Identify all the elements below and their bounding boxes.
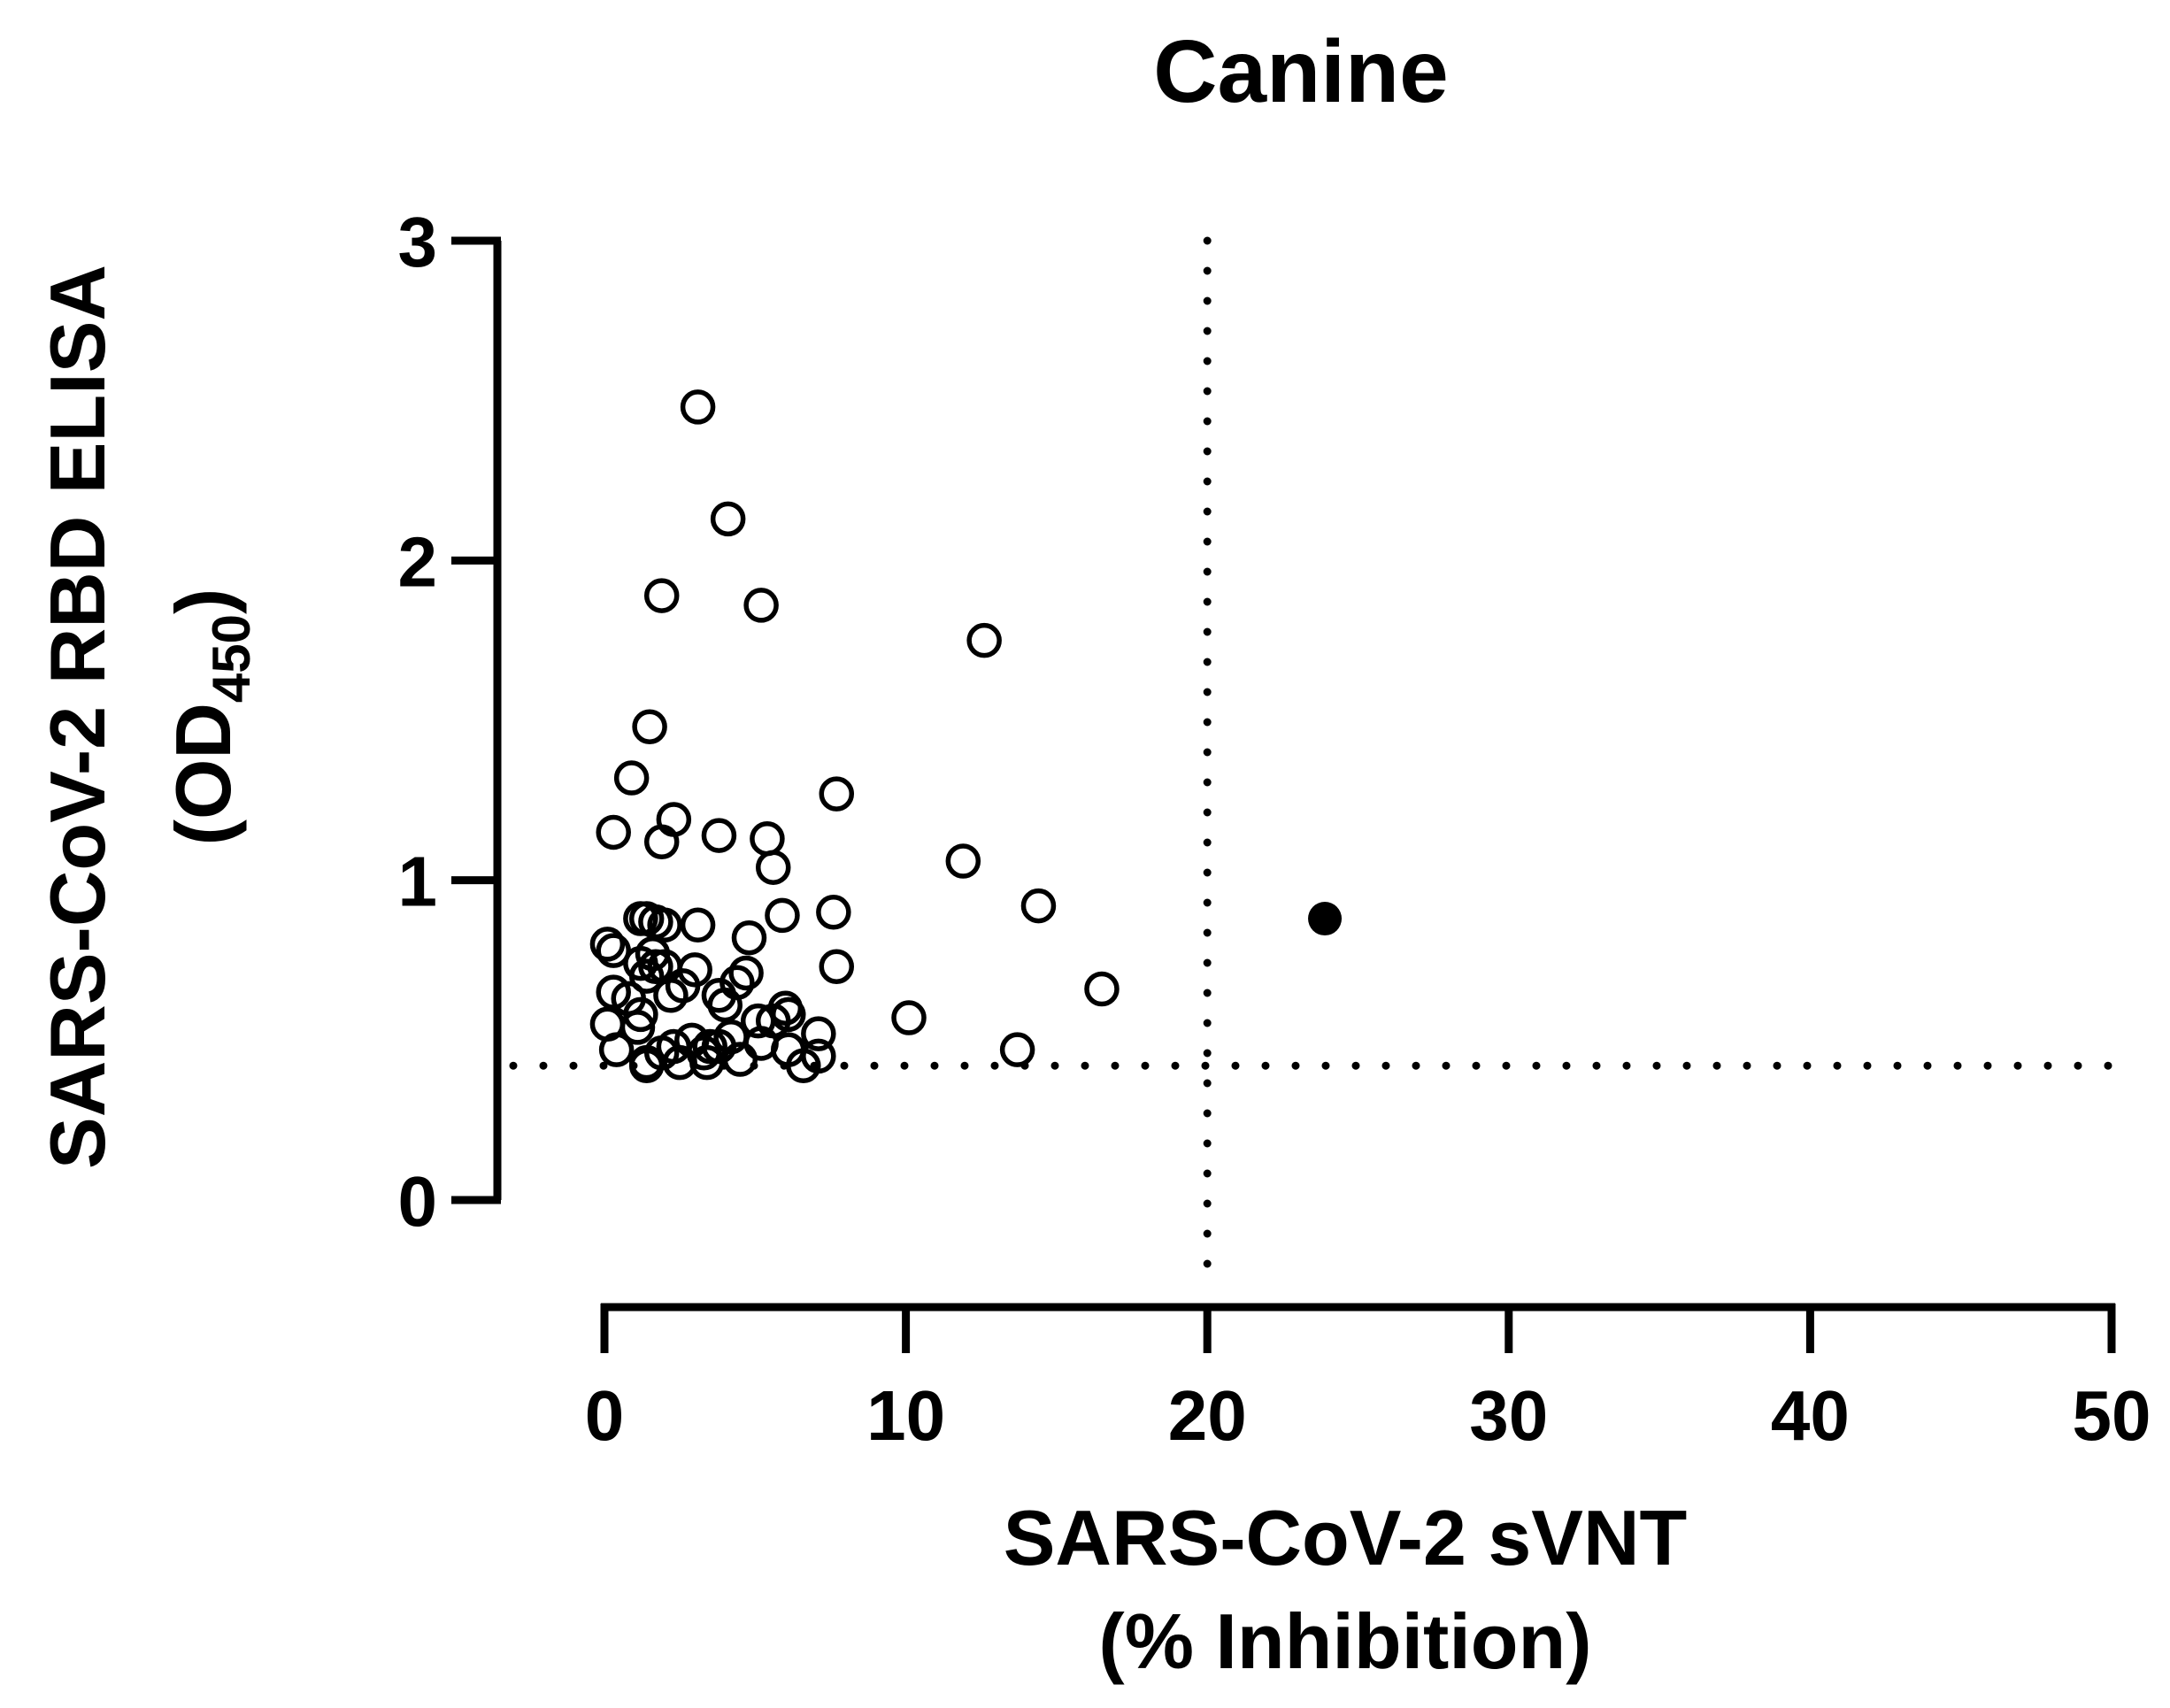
data-point-open [653, 977, 689, 1013]
data-point-open [945, 843, 981, 879]
data-point-open [755, 850, 791, 885]
x-tick-label: 0 [585, 1376, 625, 1455]
data-point-open [680, 389, 716, 425]
data-point-open [731, 919, 767, 956]
data-point-open [966, 622, 1002, 658]
data-point-open [1084, 971, 1120, 1007]
y-tick-label: 2 [398, 522, 438, 601]
y-tick-label: 3 [398, 203, 438, 281]
data-point-open [619, 1010, 656, 1045]
data-point-open [680, 907, 716, 943]
cutoff-lines [509, 236, 2124, 1295]
data-point-open [628, 1048, 665, 1083]
data-point-open [589, 927, 626, 962]
data-point-open [647, 907, 682, 943]
data-point-open [596, 814, 631, 850]
data-points [589, 389, 1343, 1083]
data-point-open [786, 1048, 821, 1083]
data-point-open [728, 955, 764, 991]
x-tick-label: 10 [866, 1376, 945, 1455]
data-point-open [750, 820, 785, 857]
x-axis-title-line2: (% Inhibition) [1098, 1597, 1591, 1685]
data-point-open [598, 1032, 635, 1067]
data-point-open [816, 895, 851, 930]
chart-title: Canine [1153, 22, 1448, 121]
data-point-open [743, 588, 779, 623]
data-point-open [638, 949, 673, 984]
y-tick-label: 1 [398, 842, 438, 921]
data-point-open [819, 776, 855, 812]
data-point-open [632, 709, 667, 744]
data-point-open [707, 987, 743, 1023]
data-point-open [891, 1000, 927, 1035]
data-point-open [628, 958, 665, 994]
x-axis-title-line1: SARS-CoV-2 sVNT [1004, 1494, 1688, 1581]
data-point-open [1020, 888, 1057, 924]
y-tick-label: 0 [398, 1162, 438, 1241]
data-point-open [613, 760, 650, 796]
data-point-open [689, 1044, 725, 1081]
data-point-open [643, 578, 680, 613]
data-point-open [701, 818, 737, 853]
y-axis-title-line1: SARS-CoV-2 RBD ELISA [34, 265, 121, 1169]
data-point-open [623, 996, 658, 1033]
x-tick-label: 50 [2073, 1376, 2151, 1455]
data-point-open [722, 1042, 758, 1077]
data-point-open [692, 1028, 727, 1065]
data-point-open [801, 1016, 836, 1051]
y-axis-title-line2: (OD450) [159, 589, 261, 846]
x-tick-label: 30 [1469, 1376, 1548, 1455]
data-point-open [596, 933, 631, 968]
data-point-open [710, 501, 746, 537]
data-point-open [819, 949, 855, 984]
x-tick-label: 40 [1771, 1376, 1850, 1455]
data-point-open [662, 1044, 697, 1081]
data-point-open [999, 1032, 1035, 1067]
y-axis-title: SARS-CoV-2 RBD ELISA (OD450) [34, 265, 261, 1169]
data-point-filled [1308, 902, 1343, 936]
data-point-open [740, 1003, 776, 1039]
data-point-open [643, 824, 680, 860]
x-tick-label: 20 [1168, 1376, 1247, 1455]
data-point-open [765, 897, 800, 934]
